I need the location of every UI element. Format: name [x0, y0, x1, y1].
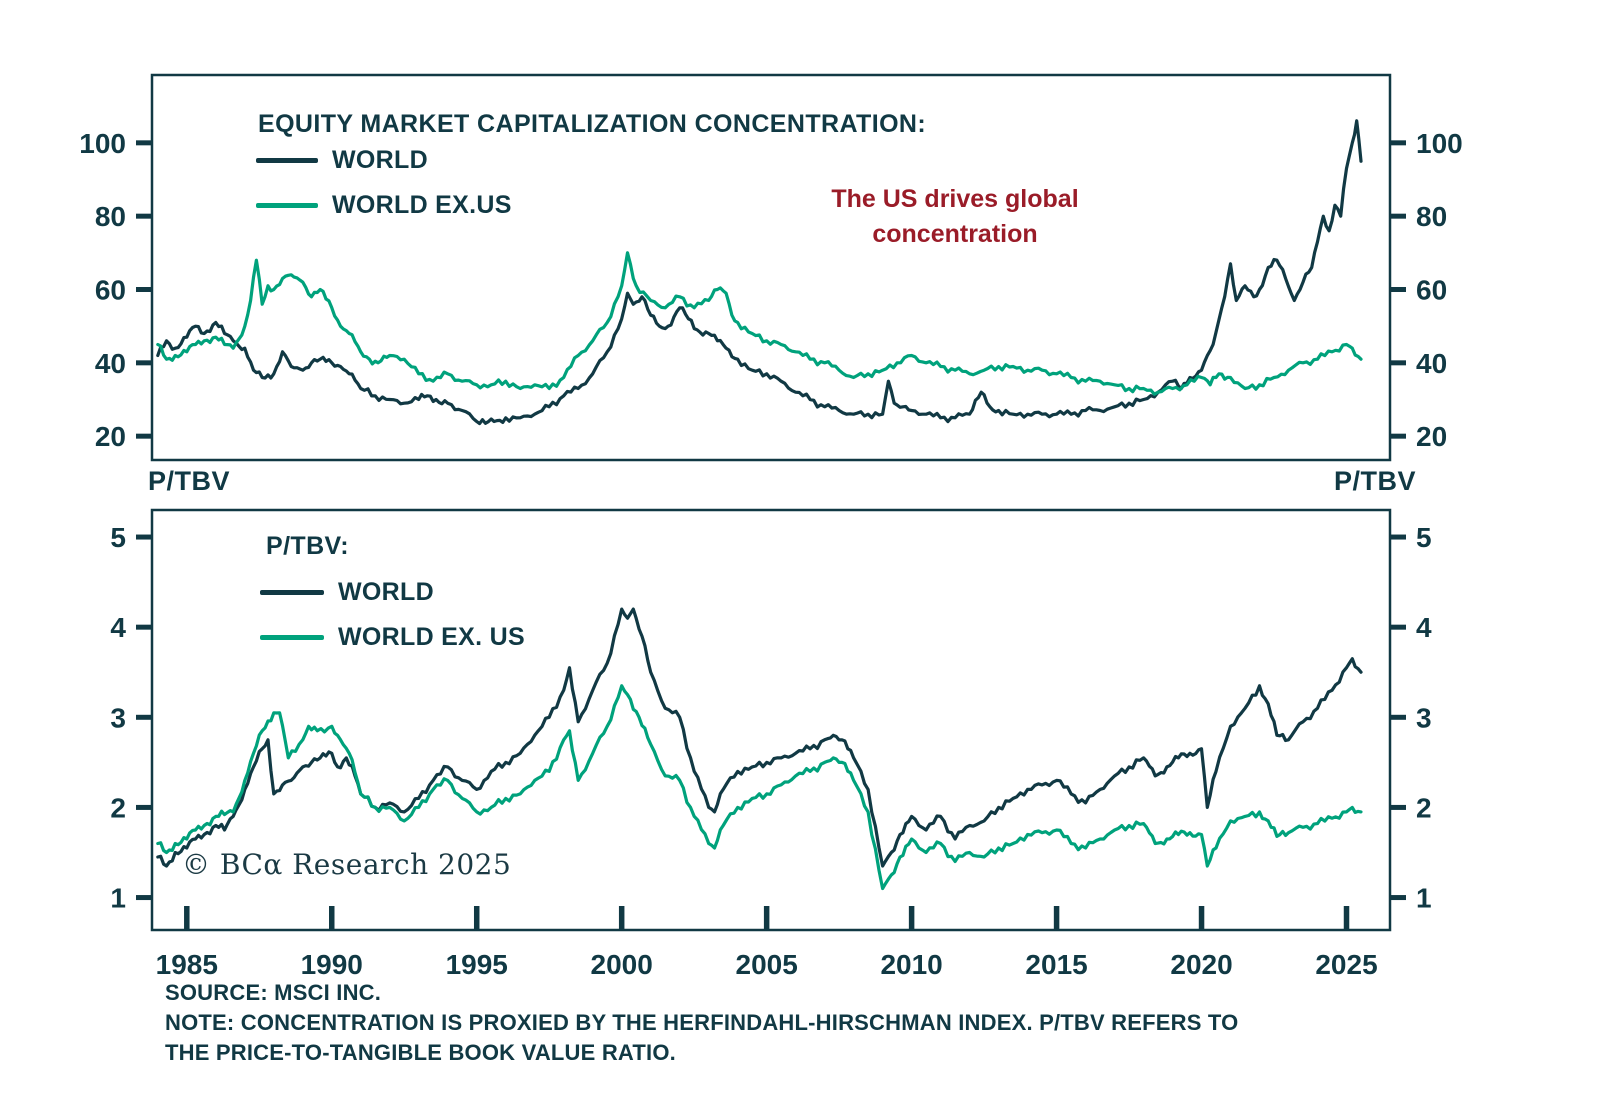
y-tick-label-left: 60 [95, 275, 126, 306]
y-tick-label-left: 100 [79, 128, 126, 159]
legend-item-world-ex-us-bottom: WORLD EX. US [260, 623, 525, 652]
y-tick-label-right: 3 [1416, 702, 1432, 733]
x-tick-label: 2010 [880, 949, 942, 980]
series-world-ex-us-line-bottom [156, 684, 1363, 891]
legend-label-world: WORLD [338, 578, 434, 606]
x-tick-label: 1985 [156, 949, 218, 980]
y-tick-label-right: 4 [1416, 612, 1432, 643]
y-tick-label-left: 4 [110, 612, 126, 643]
legend-item-world-ex-us-top: WORLD EX.US [256, 191, 512, 220]
world-line-swatch [256, 158, 318, 163]
footer-note-line1: NOTE: CONCENTRATION IS PROXIED BY THE HE… [165, 1010, 1239, 1035]
bca-research-watermark: © BCα Research 2025 [182, 848, 512, 881]
series-world-ex-us-line-top [156, 251, 1363, 396]
series-world-line-bottom [156, 607, 1363, 868]
y-tick-label-left: 40 [95, 348, 126, 379]
legend-item-world-bottom: WORLD [260, 578, 434, 607]
x-tick-label: 2005 [736, 949, 798, 980]
y-tick-label-left: 2 [110, 792, 126, 823]
world-ex-us-line-swatch [256, 203, 318, 208]
legend-label-world-ex-us: WORLD EX. US [338, 623, 525, 651]
x-tick-label: 1990 [301, 949, 363, 980]
ptbv-axis-label-left: P/TBV [148, 466, 231, 496]
y-tick-label-right: 2 [1416, 792, 1432, 823]
x-tick-label: 2000 [591, 949, 653, 980]
legend-label-world-ex-us: WORLD EX.US [332, 191, 512, 219]
annotation-us-drives-concentration: The US drives global concentration [831, 185, 1079, 248]
y-tick-label-left: 5 [110, 522, 126, 553]
x-tick-label: 2015 [1025, 949, 1087, 980]
ptbv-axis-label-right: P/TBV [1333, 466, 1416, 496]
y-tick-label-left: 80 [95, 201, 126, 232]
y-tick-label-right: 80 [1416, 201, 1447, 232]
y-tick-label-right: 40 [1416, 348, 1447, 379]
legend-item-world-top: WORLD [256, 146, 428, 175]
y-tick-label-left: 3 [110, 702, 126, 733]
plot-border-top [150, 73, 1392, 462]
legend-label-world: WORLD [332, 146, 428, 174]
y-tick-label-left: 1 [110, 883, 126, 914]
x-tick-label: 2020 [1170, 949, 1232, 980]
y-tick-label-right: 5 [1416, 522, 1432, 553]
plot-border-bottom [150, 508, 1392, 932]
world-ex-us-line-swatch [260, 635, 324, 640]
footer-note-line2: THE PRICE-TO-TANGIBLE BOOK VALUE RATIO. [165, 1040, 676, 1065]
footer-source: SOURCE: MSCI INC. [165, 980, 382, 1005]
x-tick-label: 1995 [446, 949, 508, 980]
y-tick-label-right: 60 [1416, 275, 1447, 306]
y-tick-label-right: 1 [1416, 883, 1432, 914]
y-tick-label-right: 100 [1416, 128, 1463, 159]
x-tick-label: 2025 [1315, 949, 1377, 980]
y-tick-label-right: 20 [1416, 421, 1447, 452]
world-line-swatch [260, 590, 324, 595]
y-tick-label-left: 20 [95, 421, 126, 452]
bottom-chart-title: P/TBV: [266, 532, 349, 560]
top-chart-title: EQUITY MARKET CAPITALIZATION CONCENTRATI… [258, 110, 927, 138]
